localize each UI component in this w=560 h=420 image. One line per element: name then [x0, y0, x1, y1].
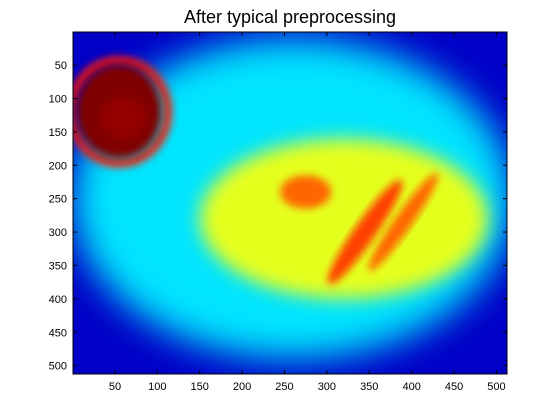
x-tick-label: 250	[275, 381, 293, 393]
y-tick-label: 450	[49, 327, 67, 339]
x-tick-label: 500	[487, 381, 505, 393]
x-tick-label: 100	[148, 381, 166, 393]
y-tick-label: 150	[49, 127, 67, 139]
y-tick-label: 250	[49, 194, 67, 206]
x-tick-label: 300	[318, 381, 336, 393]
x-tick-label: 350	[360, 381, 378, 393]
y-tick-label: 400	[49, 294, 67, 306]
x-tick-label: 200	[233, 381, 251, 393]
y-tick-label: 350	[49, 260, 67, 272]
x-tick-label: 50	[109, 381, 121, 393]
y-tick-label: 300	[49, 227, 67, 239]
chart-title: After typical preprocessing	[184, 7, 396, 27]
heatmap-feature	[280, 175, 331, 208]
x-tick-label: 400	[402, 381, 420, 393]
x-tick-label: 150	[191, 381, 209, 393]
heatmap-image	[70, 32, 513, 374]
y-tick-label: 100	[49, 93, 67, 105]
y-tick-label: 50	[55, 60, 67, 72]
y-tick-label: 500	[49, 361, 67, 373]
heatmap-feature-core	[100, 97, 147, 139]
x-tick-label: 450	[445, 381, 463, 393]
y-tick-label: 200	[49, 160, 67, 172]
